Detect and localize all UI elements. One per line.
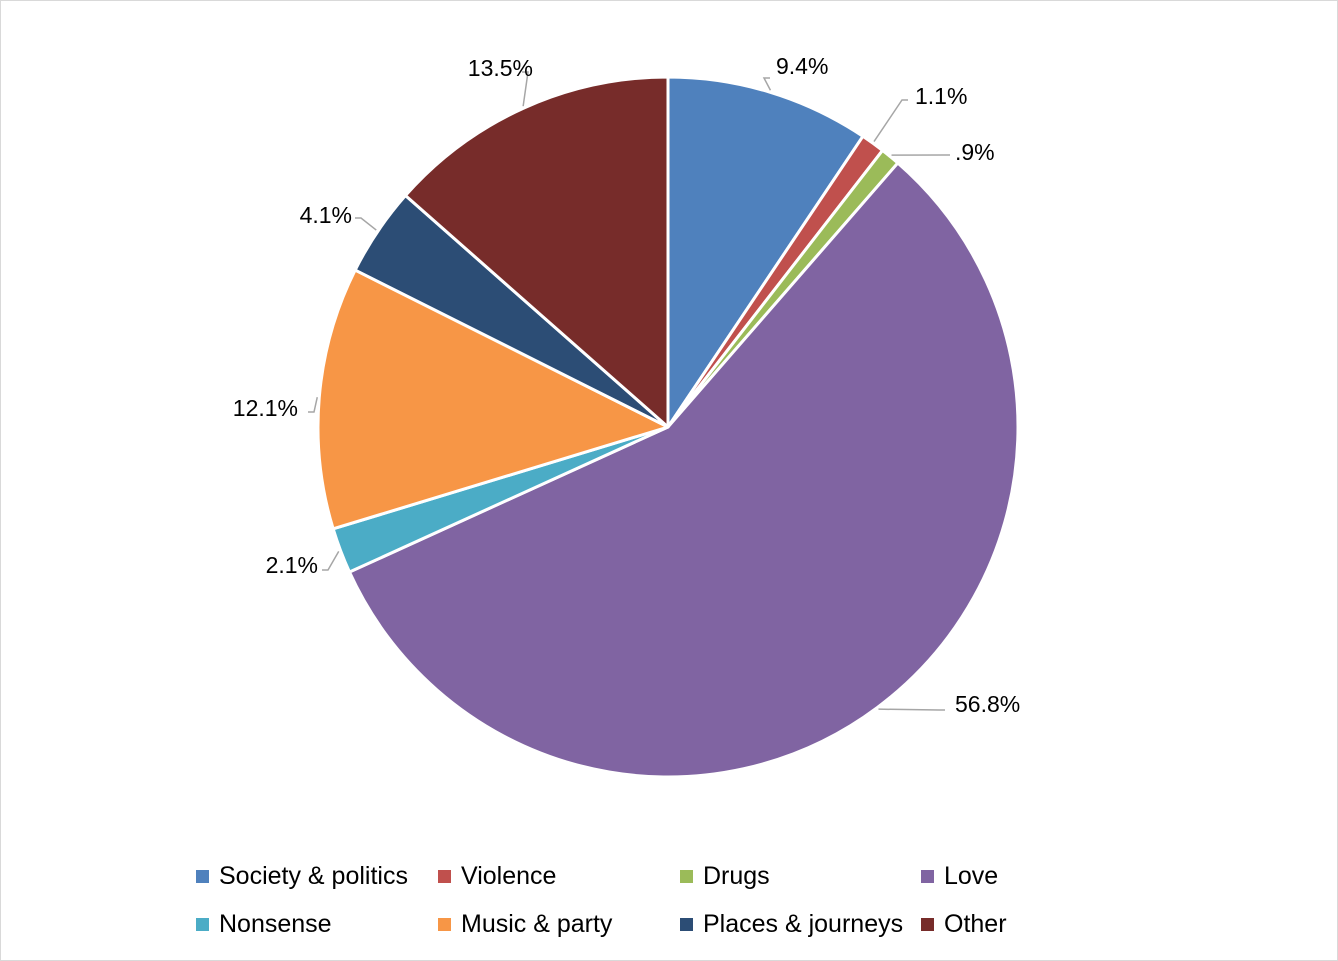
legend-swatch (680, 870, 693, 883)
data-label-love: 56.8% (955, 691, 1020, 717)
pie-slice-society-politics (666, 75, 865, 429)
legend-swatch (921, 870, 934, 883)
legend-swatch (438, 870, 451, 883)
leader-line-violence (873, 99, 908, 142)
data-label-society-politics: 9.4% (776, 53, 828, 79)
legend-item-other: Other (921, 910, 1007, 939)
data-label-other: 13.5% (468, 55, 533, 81)
legend-item-love: Love (921, 862, 998, 891)
legend-label: Nonsense (219, 910, 332, 938)
legend-item-music-party: Music & party (438, 910, 612, 939)
legend-swatch (196, 918, 209, 931)
legend-item-nonsense: Nonsense (196, 910, 332, 939)
legend-label: Drugs (703, 862, 770, 890)
legend-item-drugs: Drugs (680, 862, 770, 891)
leader-line-places-journeys (355, 217, 377, 231)
legend-swatch (680, 918, 693, 931)
legend-label: Society & politics (219, 862, 408, 890)
leader-line-other (522, 71, 529, 107)
legend-label: Places & journeys (703, 910, 904, 938)
legend-item-places-journeys: Places & journeys (680, 910, 903, 939)
legend-label: Other (944, 910, 1007, 938)
leader-line-music-party (308, 397, 318, 413)
data-label-nonsense: 2.1% (266, 552, 318, 578)
legend-label: Music & party (461, 910, 613, 938)
data-label-drugs: .9% (955, 139, 995, 165)
legend-item-violence: Violence (438, 862, 556, 891)
legend-label: Love (944, 862, 999, 890)
legend-swatch (196, 870, 209, 883)
leader-line-love (878, 708, 945, 711)
legend-item-society-politics: Society & politics (196, 862, 408, 891)
leader-line-society-politics (762, 77, 772, 91)
leader-line-nonsense (322, 551, 340, 571)
legend-label: Violence (461, 862, 557, 890)
legend-swatch (438, 918, 451, 931)
pie-slice-other (403, 75, 670, 429)
legend-swatch (921, 918, 934, 931)
pie-slice-music-party (316, 268, 670, 531)
data-label-violence: 1.1% (915, 83, 967, 109)
data-label-music-party: 12.1% (233, 395, 298, 421)
data-label-places-journeys: 4.1% (300, 202, 352, 228)
pie-slice-love (347, 161, 1020, 779)
